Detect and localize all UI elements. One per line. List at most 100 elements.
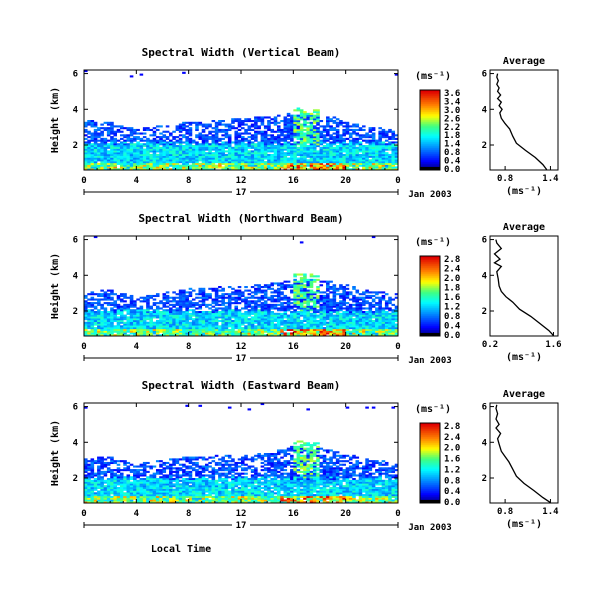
heatmap-cell [254, 121, 258, 124]
heatmap-cell [100, 141, 104, 144]
colorbar-band [420, 298, 440, 301]
heatmap-cell [136, 166, 140, 169]
heatmap-cell [290, 334, 294, 337]
heatmap-cell [100, 143, 104, 146]
heatmap-cell [119, 161, 124, 164]
heatmap-cell [335, 161, 340, 164]
heatmap-cell [326, 303, 330, 306]
heatmap-cell [375, 145, 379, 148]
heatmap-cell [159, 162, 163, 165]
heatmap-cell [319, 314, 324, 317]
heatmap-cell [306, 145, 310, 148]
heatmap-cell [378, 139, 382, 142]
heatmap-cell [90, 486, 95, 490]
heatmap-cell [84, 150, 88, 153]
heatmap-cell [155, 327, 160, 330]
heatmap-cell [182, 298, 186, 301]
heatmap-cell [201, 159, 206, 162]
heatmap-cell [106, 469, 111, 472]
heatmap-cell [312, 125, 317, 128]
heatmap-cell [214, 152, 219, 155]
heatmap-cell [368, 314, 373, 317]
heatmap-cell [84, 318, 88, 321]
heatmap-cell [90, 309, 95, 312]
heatmap-cell [257, 132, 261, 135]
heatmap-cell [394, 328, 399, 331]
heatmap-cell [139, 164, 144, 167]
heatmap-cell [394, 155, 399, 158]
heatmap-cell [211, 146, 216, 149]
heatmap-cell [309, 146, 314, 149]
heatmap-cell [375, 327, 379, 330]
heatmap-cell [133, 323, 137, 326]
heatmap-cell [332, 284, 337, 287]
heatmap-cell [375, 159, 379, 162]
colorbar-band [420, 90, 440, 93]
heatmap-cell [283, 148, 288, 151]
heatmap-cell [254, 303, 258, 306]
heatmap-cell [352, 141, 356, 144]
heatmap-cell [290, 130, 294, 133]
heatmap-cell [267, 303, 271, 306]
heatmap-cell [286, 159, 291, 162]
heatmap-cell [90, 157, 95, 160]
heatmap-cell [87, 305, 91, 308]
heatmap-cell [339, 302, 343, 305]
heatmap-cell [257, 319, 261, 323]
heatmap-cell [388, 145, 392, 148]
heatmap-cell [198, 303, 203, 306]
x-tick-label: 0 [81, 176, 86, 186]
heatmap-cell [257, 311, 261, 314]
heatmap-cell [332, 286, 337, 289]
heatmap-cell [237, 120, 242, 123]
heatmap-cell [322, 166, 327, 169]
heatmap-cell [270, 141, 275, 144]
heatmap-cell [247, 128, 252, 132]
heatmap-cell [234, 161, 239, 164]
heatmap-cell [237, 302, 242, 305]
heatmap-cell [201, 164, 206, 167]
heatmap-cell [191, 145, 196, 148]
heatmap-cell [316, 332, 320, 335]
heatmap-cell [384, 327, 389, 330]
heatmap-cell [214, 139, 219, 142]
heatmap-cell [191, 139, 196, 142]
heatmap-cell [201, 332, 206, 335]
heatmap-cell [185, 305, 189, 308]
heatmap-cell [283, 159, 288, 162]
heatmap-cell [267, 125, 271, 128]
heatmap-cell [97, 461, 101, 465]
heatmap-cell [103, 153, 108, 157]
heatmap-cell [106, 319, 111, 323]
heatmap-cell [250, 300, 255, 303]
heatmap-cell [133, 470, 137, 473]
heatmap-cell [329, 334, 333, 337]
heatmap-cell [214, 323, 219, 326]
heatmap-cell [303, 314, 307, 317]
colorbar-band [420, 292, 440, 295]
heatmap-cell [129, 305, 134, 308]
heatmap-cell [133, 334, 137, 337]
heatmap-cell [254, 152, 258, 155]
heatmap-cell [205, 330, 209, 333]
heatmap-cell [84, 479, 88, 482]
heatmap-cell [142, 162, 147, 165]
heatmap-cell [299, 118, 304, 121]
heatmap-cell [90, 155, 95, 158]
heatmap-cell [155, 309, 160, 312]
heatmap-cell [234, 146, 239, 149]
heatmap-cell [218, 312, 222, 315]
heatmap-cell [312, 323, 317, 326]
panel-title: Spectral Width (Vertical Beam) [142, 46, 341, 59]
heatmap-cell [316, 323, 320, 326]
heatmap-cell [342, 134, 346, 137]
heatmap-cell [90, 479, 95, 482]
heatmap-cell [185, 132, 189, 135]
day-label-bg [232, 186, 250, 196]
heatmap-cell [355, 125, 360, 128]
heatmap-cell [257, 305, 261, 308]
heatmap-cell [165, 155, 170, 158]
heatmap-cell [283, 125, 288, 128]
heatmap-cell [185, 145, 189, 148]
colorbar-band [420, 136, 440, 139]
